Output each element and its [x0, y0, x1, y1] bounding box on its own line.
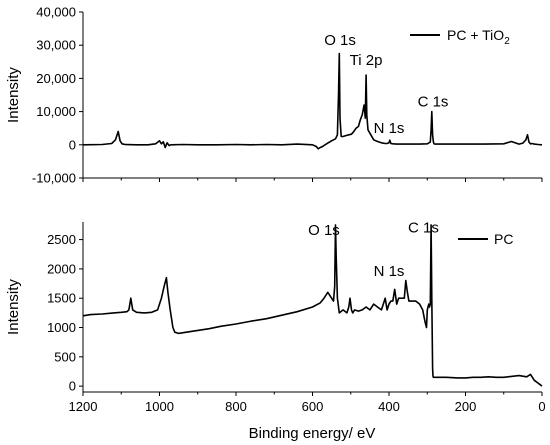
peak-annotation: Ti 2p [350, 52, 383, 69]
y-axis-label: Intensity [5, 67, 22, 123]
y-tick-label: 1500 [47, 291, 76, 306]
legend-label: PC [494, 231, 513, 247]
y-tick-label: 40,000 [36, 5, 76, 20]
y-tick-label: 20,000 [36, 71, 76, 86]
x-tick-label: 200 [455, 399, 477, 414]
y-tick-label: 10,000 [36, 104, 76, 119]
y-tick-label: 1000 [47, 320, 76, 335]
peak-annotation: N 1s [374, 263, 405, 280]
peak-annotation: N 1s [374, 120, 405, 137]
x-tick-label: 600 [302, 399, 324, 414]
y-tick-label: 30,000 [36, 38, 76, 53]
x-tick-label: 1200 [69, 399, 98, 414]
legend-label: PC + TiO2 [447, 27, 510, 47]
spectrum-line [82, 224, 543, 387]
y-tick-label: 0 [69, 379, 76, 394]
peak-annotation: O 1s [324, 32, 356, 49]
y-tick-label: -10,000 [32, 171, 76, 186]
x-tick-label: 1000 [145, 399, 174, 414]
x-tick-label: 800 [225, 399, 247, 414]
spectrum-line [82, 52, 543, 150]
x-tick-label: 0 [538, 399, 545, 414]
top-panel-pc-tio2: -10,000 0 10,000 20,000 30,000 40,000 Intensit… [5, 5, 543, 186]
peak-annotation: O 1s [308, 222, 340, 239]
x-axis-label: Binding energy/ eV [249, 425, 376, 442]
y-axis-label: Intensity [5, 279, 22, 335]
x-tick-label: 400 [378, 399, 400, 414]
y-tick-label: 2000 [47, 261, 76, 276]
peak-annotation: C 1s [408, 220, 439, 237]
y-tick-label: 0 [69, 137, 76, 152]
peak-annotation: C 1s [418, 94, 449, 111]
y-tick-label: 500 [54, 349, 76, 364]
y-tick-label: 2500 [47, 232, 76, 247]
